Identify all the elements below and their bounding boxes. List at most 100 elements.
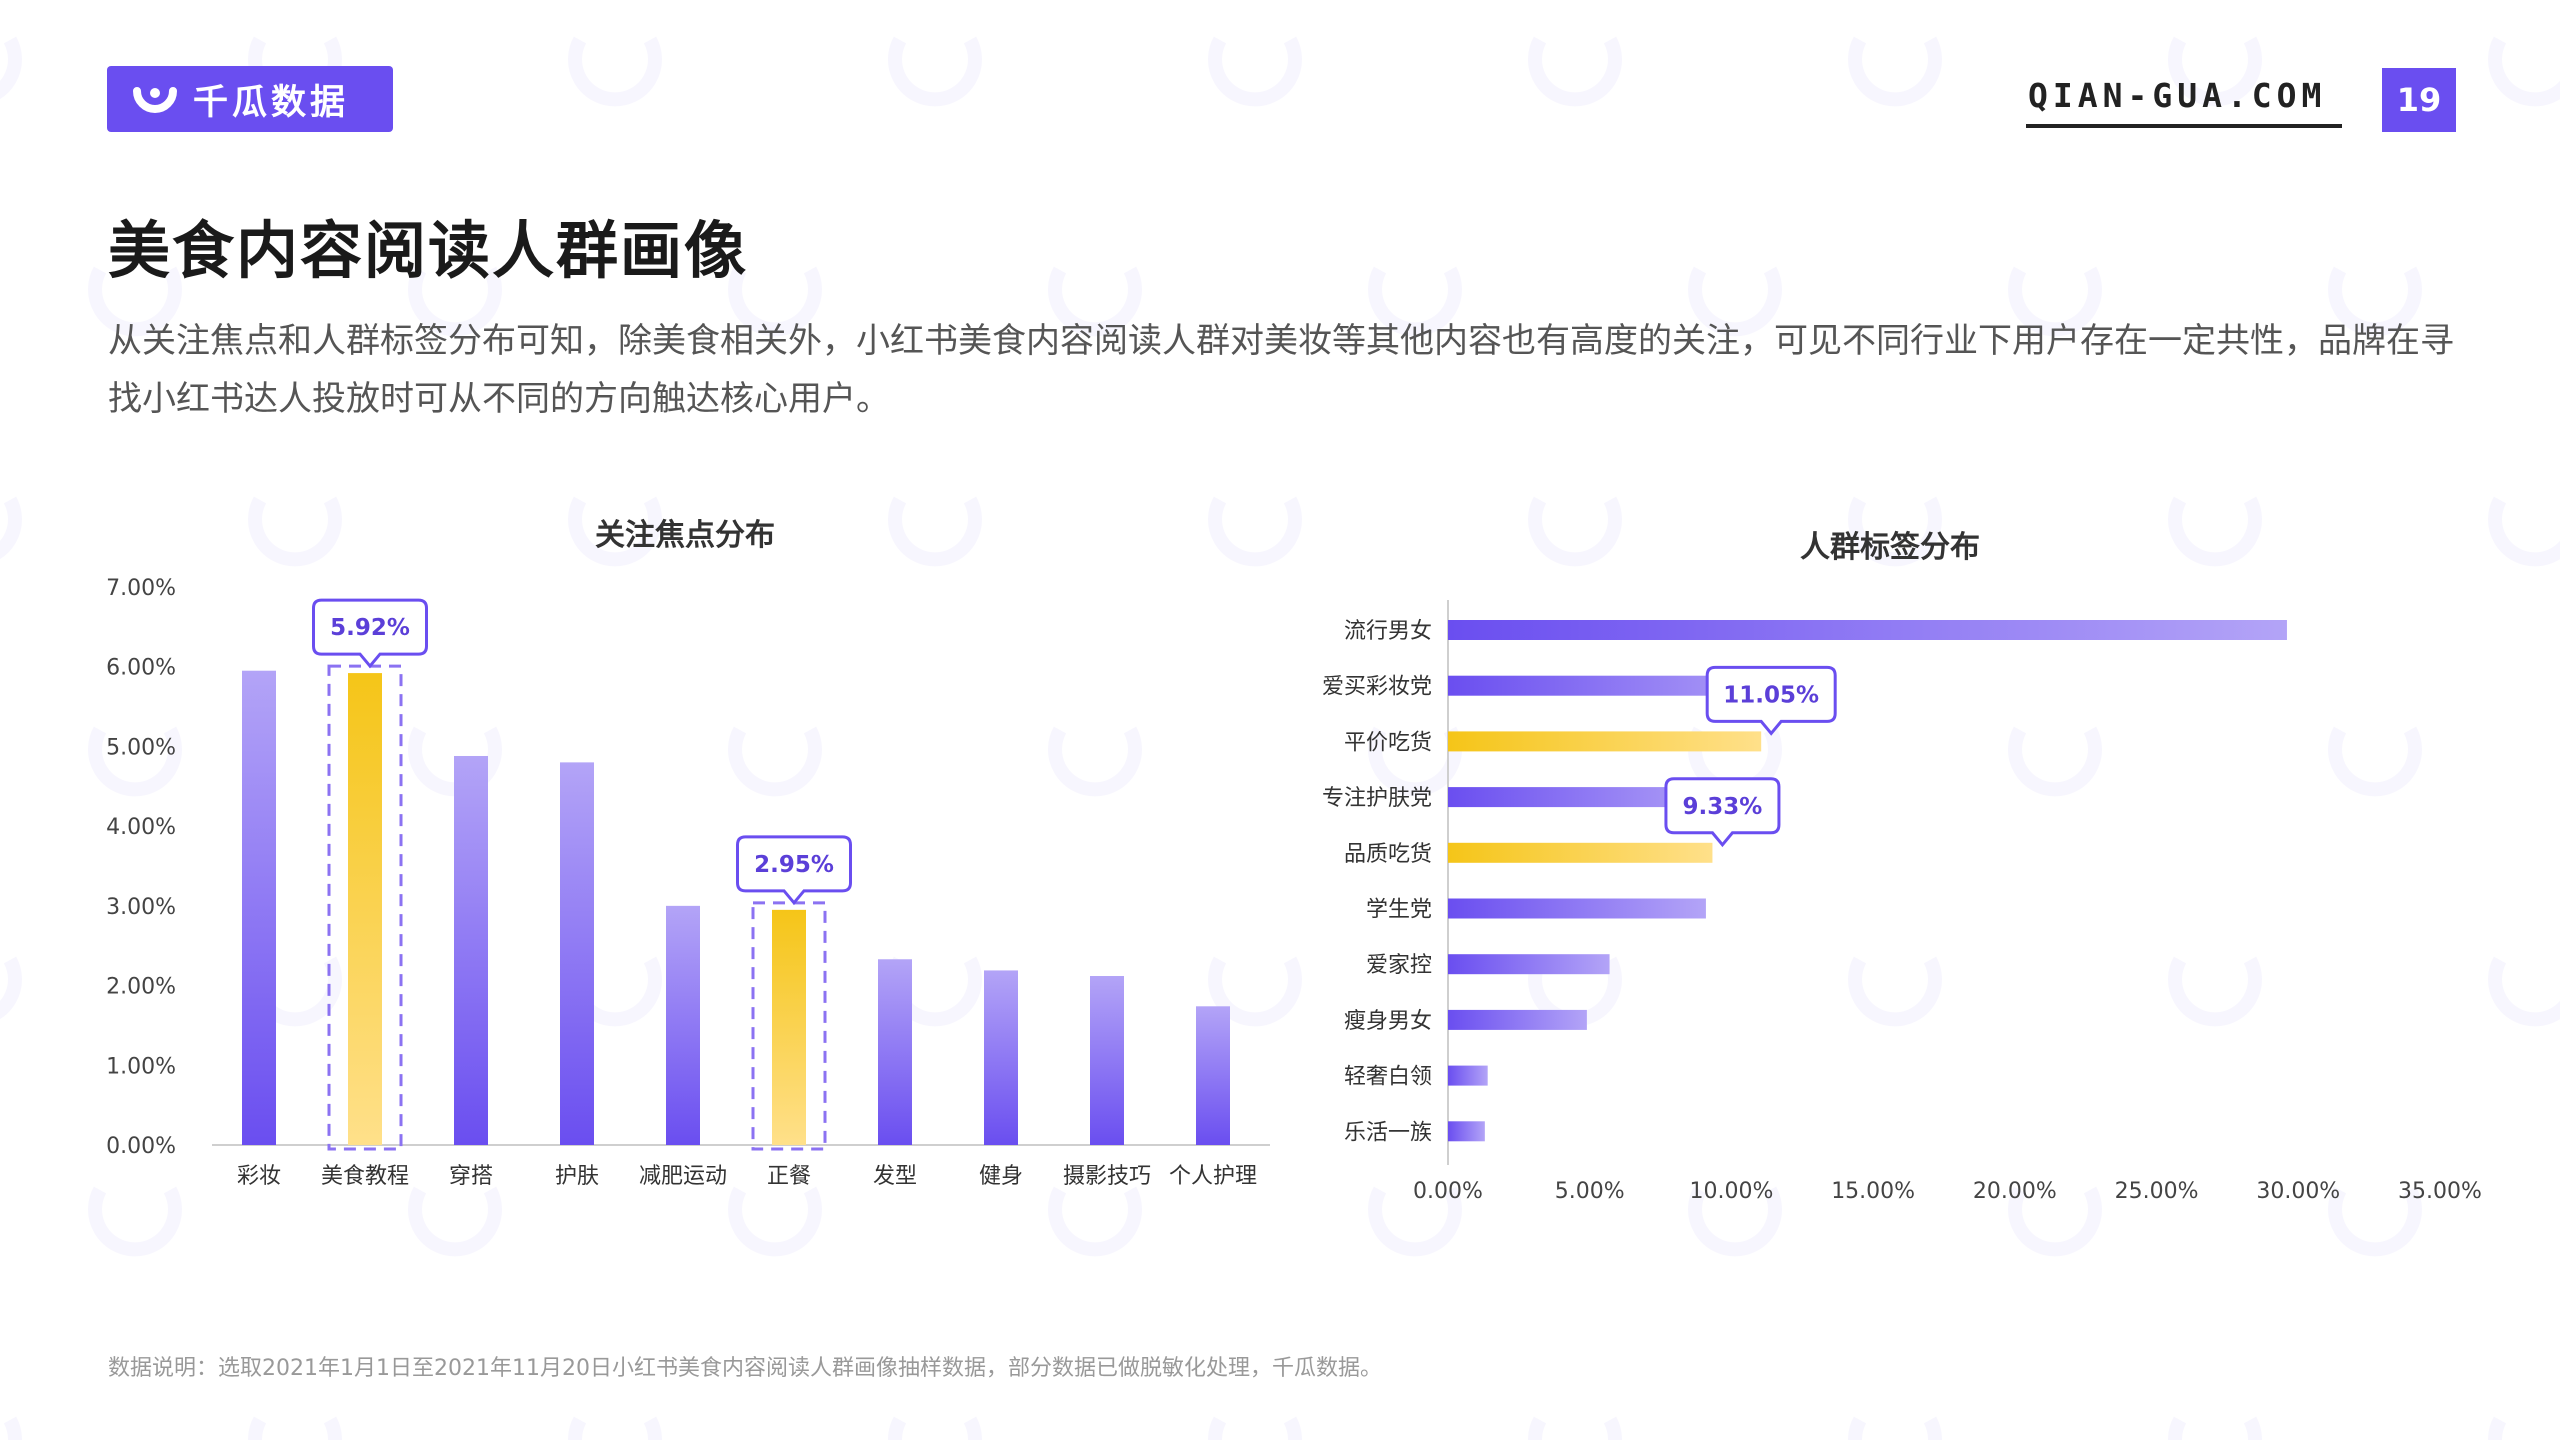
watermark-mark xyxy=(248,1416,342,1440)
x-tick-label: 15.00% xyxy=(1831,1179,1915,1204)
watermark-mark xyxy=(2488,956,2560,1027)
watermark-mark xyxy=(2488,36,2560,107)
watermark-mark xyxy=(1528,36,1622,107)
y-tick-label: 学生党 xyxy=(1366,898,1432,923)
callout-label: 11.05% xyxy=(1723,682,1819,708)
x-tick-label: 正餐 xyxy=(767,1164,811,1189)
site-url[interactable]: QIAN-GUA.COM xyxy=(2028,76,2327,115)
x-tick-label: 减肥运动 xyxy=(639,1164,727,1189)
page-number: 19 xyxy=(2382,68,2456,132)
x-tick-label: 20.00% xyxy=(1973,1179,2057,1204)
y-tick-label: 2.00% xyxy=(106,975,176,1000)
bar-平价吃货 xyxy=(1448,731,1762,752)
x-tick-label: 35.00% xyxy=(2398,1179,2482,1204)
watermark-mark xyxy=(2488,496,2560,567)
y-tick-label: 爱买彩妆党 xyxy=(1322,675,1432,700)
site-underline xyxy=(2026,124,2342,128)
x-tick-label: 护肤 xyxy=(555,1164,599,1189)
watermark-mark xyxy=(888,1416,982,1440)
focus-distribution-chart: 0.00% 1.00% 2.00% 3.00% 4.00% 5.00% 6.00% 7.00%… xyxy=(106,576,1270,1189)
page-description: 从关注焦点和人群标签分布可知，除美食相关外，小红书美食内容阅读人群对美妆等其他内… xyxy=(108,321,2454,419)
watermark-mark xyxy=(1848,1416,1942,1440)
bar-健身 xyxy=(984,970,1018,1145)
y-tick-label: 爱家控 xyxy=(1366,953,1432,978)
chart-title-focus: 关注焦点分布 xyxy=(595,518,775,553)
x-tick-label: 发型 xyxy=(873,1164,917,1189)
footnote: 数据说明：选取2021年1月1日至2021年11月20日小红书美食内容阅读人群画… xyxy=(108,1356,1382,1381)
highlight-frame xyxy=(327,664,403,1151)
y-tick-label: 5.00% xyxy=(106,735,176,760)
x-tick-label: 5.00% xyxy=(1555,1179,1625,1204)
bar-瘦身男女 xyxy=(1448,1009,1587,1030)
watermark-mark xyxy=(1528,1416,1622,1440)
bar-学生党 xyxy=(1448,898,1706,919)
callout-美食教程: 5.92% xyxy=(312,598,428,669)
y-tick-label: 6.00% xyxy=(106,656,176,681)
watermark-mark xyxy=(0,496,22,560)
watermark-mark xyxy=(888,496,982,567)
bar-个人护理 xyxy=(1196,1006,1230,1145)
tag-distribution-chart: 0.00% 5.00% 10.00% 15.00% 20.00% 25.00% 30.00%… xyxy=(1322,600,2482,1204)
page-title: 美食内容阅读人群画像 xyxy=(108,214,749,287)
y-tick-label: 专注护肤党 xyxy=(1322,786,1432,811)
bar-乐活一族 xyxy=(1448,1121,1485,1142)
y-tick-label: 0.00% xyxy=(106,1134,176,1159)
watermark-mark xyxy=(0,36,22,100)
y-tick-label: 流行男女 xyxy=(1344,619,1432,644)
x-tick-label: 10.00% xyxy=(1689,1179,1773,1204)
bar-彩妆 xyxy=(242,670,276,1145)
callout-品质吃货: 9.33% xyxy=(1664,777,1781,848)
brand-logo: 千瓜数据 xyxy=(107,66,393,132)
x-tick-label: 彩妆 xyxy=(237,1164,281,1189)
bar-爱家控 xyxy=(1448,954,1610,975)
watermark-mark xyxy=(568,1416,662,1440)
bar-品质吃货 xyxy=(1448,842,1713,863)
bar-流行男女 xyxy=(1448,620,2287,640)
watermark-mark xyxy=(568,36,662,107)
y-tick-label: 瘦身男女 xyxy=(1344,1009,1432,1034)
x-tick-label: 30.00% xyxy=(2256,1179,2340,1204)
x-tick-label: 健身 xyxy=(979,1164,1023,1189)
watermark-mark xyxy=(888,36,982,107)
y-tick-label: 3.00% xyxy=(106,895,176,920)
x-tick-label: 美食教程 xyxy=(321,1164,409,1189)
callout-平价吃货: 11.05% xyxy=(1705,665,1837,736)
watermark-mark xyxy=(1208,496,1302,567)
watermark-mark xyxy=(1528,496,1622,567)
bar-正餐 xyxy=(772,909,806,1145)
callout-label: 5.92% xyxy=(330,615,410,641)
x-tick-label: 穿搭 xyxy=(449,1164,493,1189)
y-tick-label: 轻奢白领 xyxy=(1344,1065,1432,1090)
y-tick-label: 4.00% xyxy=(106,815,176,840)
watermark-mark xyxy=(1848,36,1942,107)
watermark-mark xyxy=(1208,1416,1302,1440)
watermark-mark xyxy=(3,1416,22,1440)
bar-美食教程 xyxy=(348,673,382,1145)
bar-专注护肤党 xyxy=(1448,787,1726,808)
watermark-mark xyxy=(0,956,22,1020)
callout-label: 9.33% xyxy=(1683,794,1763,820)
watermark-mark xyxy=(2168,496,2262,567)
x-tick-label: 25.00% xyxy=(2115,1179,2199,1204)
callout-label: 2.95% xyxy=(754,852,834,878)
logo-text: 千瓜数据 xyxy=(193,82,350,123)
bar-护肤 xyxy=(560,762,594,1145)
bar-减肥运动 xyxy=(666,905,700,1145)
watermark-mark xyxy=(2168,1416,2262,1440)
watermark-mark xyxy=(1208,36,1302,107)
bar-穿搭 xyxy=(454,755,488,1145)
watermark-mark xyxy=(2488,1416,2507,1440)
y-tick-label: 平价吃货 xyxy=(1344,730,1432,755)
x-tick-label: 个人护理 xyxy=(1169,1164,1257,1189)
bar-轻奢白领 xyxy=(1448,1065,1488,1086)
watermark-mark xyxy=(248,496,342,567)
callout-正餐: 2.95% xyxy=(736,835,852,906)
chart-title-tags: 人群标签分布 xyxy=(1800,530,1980,565)
y-tick-label: 乐活一族 xyxy=(1344,1120,1432,1145)
y-tick-label: 品质吃货 xyxy=(1344,842,1432,867)
x-tick-label: 0.00% xyxy=(1413,1179,1483,1204)
bar-摄影技巧 xyxy=(1090,976,1124,1145)
y-tick-label: 1.00% xyxy=(106,1054,176,1079)
x-tick-label: 摄影技巧 xyxy=(1063,1164,1151,1189)
y-tick-label: 7.00% xyxy=(106,576,176,601)
